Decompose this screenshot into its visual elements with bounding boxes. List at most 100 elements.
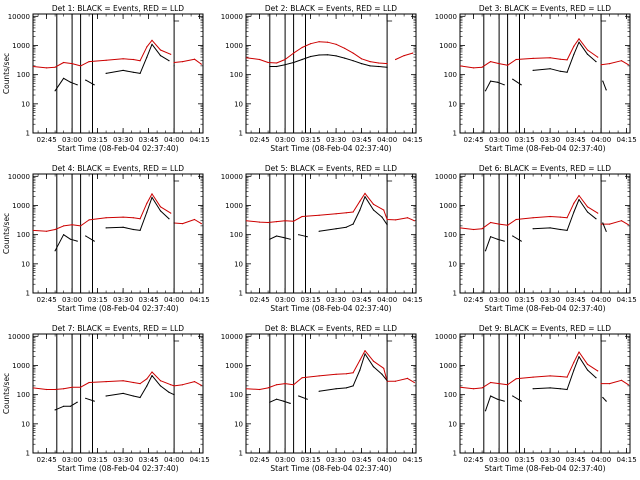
series-point	[381, 216, 383, 218]
series-point	[386, 63, 388, 65]
series-point	[105, 381, 107, 383]
series-point	[246, 57, 247, 59]
y-tick-label: 10000	[221, 173, 243, 181]
series-point	[267, 387, 269, 389]
detector-panel: 1 10 100 1000 10000 02:45 03:00 03:15 03:30 03:45…	[435, 324, 637, 473]
series-point	[173, 394, 175, 396]
series-point	[301, 46, 303, 49]
x-tick-label: 03:45	[352, 296, 372, 304]
series-point	[146, 46, 148, 48]
panel-title: Det 2: BLACK = Events, RED = LLD	[265, 4, 397, 13]
series-point	[413, 381, 415, 384]
y-tick-label: 10000	[435, 173, 457, 181]
y-tick-label: 10	[234, 260, 243, 268]
series-point	[139, 396, 141, 399]
series-point	[481, 228, 483, 230]
series-point	[293, 220, 295, 222]
detector-panel: 1 10 100 1000 10000 02:45 03:00 03:15 03:30 03:45…	[435, 164, 637, 313]
series-point	[88, 219, 90, 221]
x-axis-title: Start Time (08-Feb-04 02:37:40)	[57, 144, 178, 153]
series-point	[566, 388, 568, 391]
plot-frame	[32, 13, 204, 134]
series-point	[269, 401, 271, 403]
series-point	[627, 224, 629, 226]
series-point	[276, 62, 278, 64]
series-point	[578, 351, 580, 353]
series-point	[515, 378, 517, 380]
series-point	[490, 61, 492, 63]
x-tick-label: 03:45	[566, 136, 586, 144]
series-point	[566, 376, 568, 378]
series-point	[361, 58, 363, 60]
series-point	[460, 65, 461, 67]
x-tick-label: 04:15	[190, 456, 210, 464]
marker-flag	[386, 15, 393, 22]
series-point	[412, 52, 414, 54]
x-axis-title: Start Time (08-Feb-04 02:37:40)	[484, 144, 605, 153]
series-point	[335, 43, 337, 45]
series-point	[378, 65, 380, 68]
series-point	[335, 388, 337, 390]
series-point	[63, 77, 65, 79]
panel-title: Det 9: BLACK = Events, RED = LLD	[479, 324, 611, 333]
x-tick-label: 04:15	[617, 136, 637, 144]
series-point	[512, 235, 514, 237]
series-point	[515, 58, 517, 61]
series-point	[122, 226, 124, 228]
y-tick-label: 1000	[12, 202, 30, 210]
detector-panel: 1 10 100 1000 10000 02:45 03:00 03:15 03:30 03:45…	[435, 4, 637, 153]
series-point	[46, 388, 48, 391]
y-tick-label: 1000	[12, 42, 30, 50]
series-point	[246, 220, 247, 222]
series-point	[383, 209, 385, 211]
series-point	[54, 66, 56, 68]
y-tick-label: 1	[453, 130, 457, 138]
series-point	[359, 209, 361, 211]
series-point	[170, 212, 172, 214]
marker-flag	[600, 15, 607, 22]
series-point	[484, 250, 487, 252]
panel-title: Det 6: BLACK = Events, RED = LLD	[479, 164, 611, 173]
series-point	[173, 61, 175, 64]
x-tick-label: 04:00	[591, 136, 611, 144]
series-point	[559, 228, 561, 231]
series-point	[71, 63, 73, 65]
series-point	[151, 39, 153, 41]
plot-frame	[245, 13, 417, 134]
y-tick-label: 10	[234, 100, 243, 108]
series-point	[284, 383, 286, 385]
panel-title: Det 3: BLACK = Events, RED = LLD	[479, 4, 611, 13]
x-tick-label: 03:15	[515, 456, 535, 464]
series-point	[63, 61, 65, 64]
series-point	[63, 405, 65, 407]
series-point	[76, 240, 78, 242]
series-point	[498, 383, 500, 385]
series-point	[318, 41, 320, 43]
series-point	[520, 400, 522, 402]
series-point	[559, 216, 561, 218]
series-point	[200, 384, 202, 386]
series-point	[259, 221, 261, 223]
series-point	[159, 55, 162, 57]
series-point	[193, 58, 196, 60]
marker-flag	[173, 335, 180, 342]
x-tick-label: 03:15	[88, 296, 108, 304]
series-point	[578, 194, 580, 197]
series-point	[54, 228, 56, 231]
series-line	[485, 41, 607, 92]
x-tick-label: 03:00	[62, 136, 82, 144]
y-axis-title: Counts/sec	[2, 213, 11, 254]
series-point	[369, 65, 371, 67]
series-point	[481, 387, 483, 389]
x-tick-label: 02:45	[37, 136, 57, 144]
series-point	[532, 228, 534, 230]
series-point	[496, 398, 498, 400]
x-tick-label: 03:30	[540, 136, 560, 144]
plot-frame	[32, 333, 204, 454]
series-point	[46, 67, 48, 69]
series-point	[71, 224, 73, 226]
marker-flag	[600, 335, 607, 342]
series-line	[485, 199, 607, 251]
series-point	[573, 369, 575, 371]
y-axis-title: Counts/sec	[2, 373, 11, 414]
